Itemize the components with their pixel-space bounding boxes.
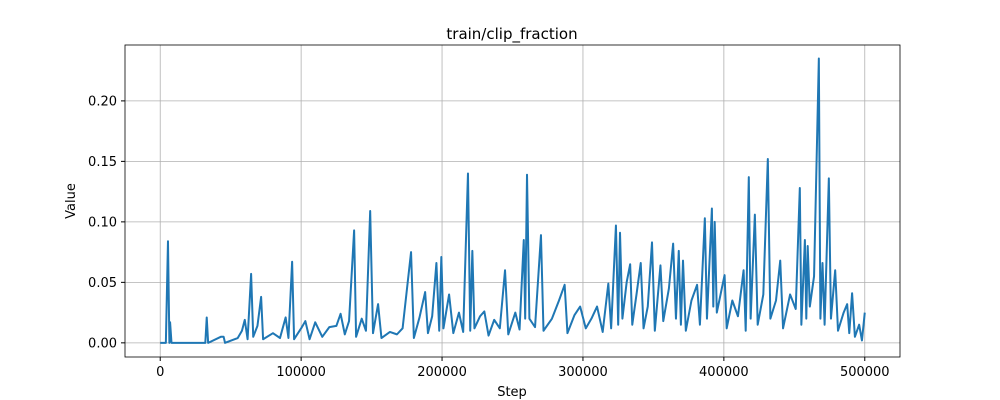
x-tick-label: 400000 — [699, 365, 749, 380]
y-tick-label: 0.00 — [88, 336, 117, 351]
x-tick-label: 500000 — [840, 365, 890, 380]
y-tick-label: 0.05 — [88, 276, 117, 291]
y-tick-label: 0.15 — [88, 155, 117, 170]
x-tick-label: 0 — [156, 365, 164, 380]
chart-title: train/clip_fraction — [446, 25, 577, 44]
y-tick-label: 0.10 — [88, 215, 117, 230]
x-tick-label: 300000 — [558, 365, 608, 380]
plot-frame — [124, 44, 901, 358]
line-series — [160, 57, 866, 344]
x-axis-label: Step — [497, 385, 527, 400]
y-axis-label: Value — [64, 183, 79, 219]
x-tick-label: 200000 — [417, 365, 467, 380]
y-tick-label: 0.20 — [88, 94, 117, 109]
x-tick-label: 100000 — [276, 365, 326, 380]
